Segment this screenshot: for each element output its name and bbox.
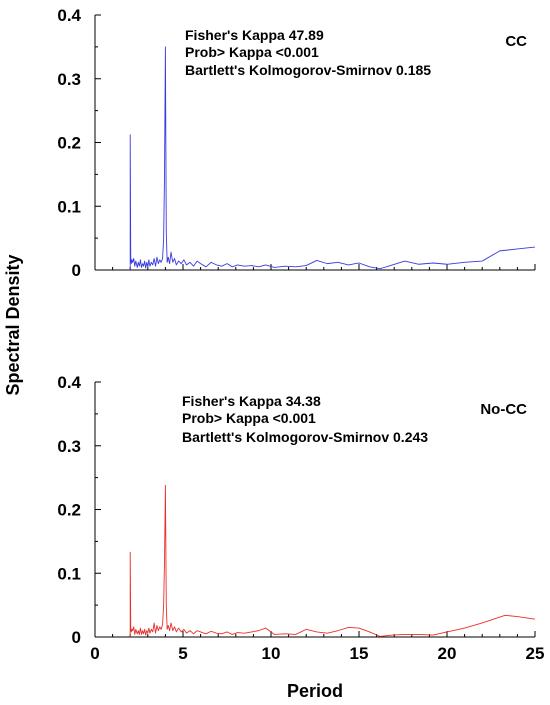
y-tick-label: 0.1 [57,564,81,583]
x-tick-label: 25 [526,644,545,663]
y-tick-label: 0.4 [57,373,81,392]
panel-no-cc: No-CC Fisher's Kappa 34.38 Prob> Kappa <… [57,373,544,663]
stat-prob-kappa: Prob> Kappa <0.001 [185,44,319,60]
y-tick-label: 0 [72,628,81,647]
y-axis-title: Spectral Density [3,254,23,395]
stat-bartlett-ks: Bartlett's Kolmogorov-Smirnov 0.185 [185,62,431,78]
y-tick-label: 0.4 [57,6,81,25]
series-line [129,484,536,637]
y-tick-label: 0.3 [57,70,81,89]
y-tick-label: 0 [72,261,81,280]
y-tick-label: 0.2 [57,501,81,520]
x-tick-label: 20 [438,644,457,663]
stat-bartlett-ks: Bartlett's Kolmogorov-Smirnov 0.243 [182,429,428,445]
y-tick-label: 0.3 [57,437,81,456]
x-axis-title: Period [287,681,343,701]
x-tick-label: 0 [90,644,99,663]
panel-label-cc: CC [505,33,527,50]
stat-fishers-kappa: Fisher's Kappa 47.89 [185,27,324,43]
panel-label-no-cc: No-CC [480,401,527,418]
y-tick-label: 0.2 [57,134,81,153]
stat-prob-kappa: Prob> Kappa <0.001 [182,410,316,426]
series-line [129,46,536,270]
y-tick-label: 0.1 [57,197,81,216]
stat-fishers-kappa: Fisher's Kappa 34.38 [182,393,321,409]
panel-cc: CC Fisher's Kappa 47.89 Prob> Kappa <0.0… [57,6,536,280]
x-tick-label: 10 [262,644,281,663]
x-tick-label: 15 [350,644,369,663]
x-tick-label: 5 [178,644,187,663]
